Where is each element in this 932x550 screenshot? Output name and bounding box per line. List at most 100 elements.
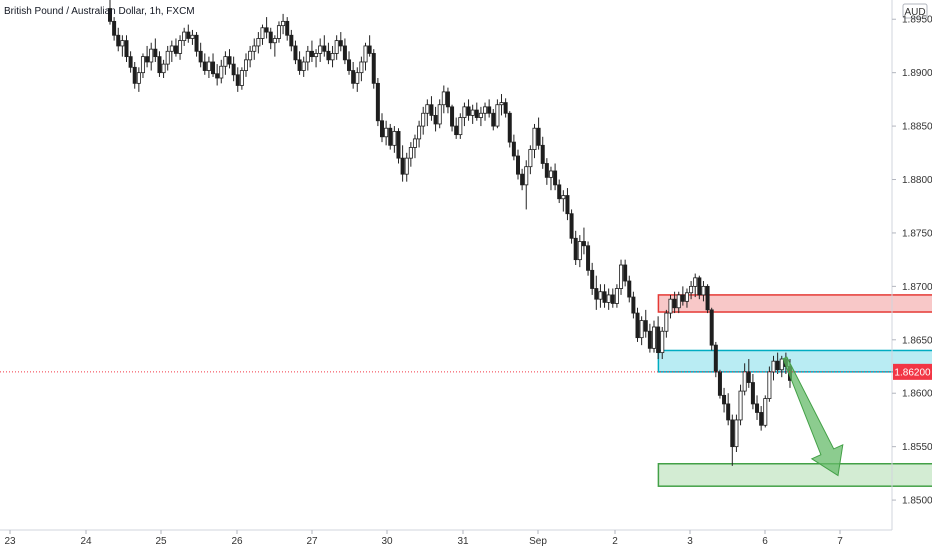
candle [412, 134, 417, 159]
x-tick-label: 24 [80, 536, 92, 547]
candle [219, 59, 224, 84]
candle [631, 291, 636, 319]
candle [120, 35, 125, 57]
candle [544, 158, 549, 185]
candle [590, 262, 595, 295]
candle-body [305, 50, 310, 63]
candle-body [198, 50, 203, 63]
candle-body [235, 74, 240, 86]
x-tick-label: 2 [612, 536, 618, 547]
candle-body [367, 45, 372, 54]
candle-body [635, 312, 640, 339]
candle-body [219, 65, 224, 79]
candle [487, 99, 492, 118]
candle [318, 38, 323, 62]
currency-badge[interactable]: AUD [902, 3, 928, 19]
candle [178, 35, 183, 60]
candle-body [693, 277, 698, 287]
candle-body [108, 8, 113, 22]
candle [689, 281, 694, 300]
candle [565, 188, 570, 221]
candle [672, 291, 677, 314]
candle [124, 35, 129, 62]
candle-body [577, 241, 582, 261]
candle [425, 99, 430, 127]
candle-body [779, 358, 784, 371]
candle [371, 49, 376, 89]
candle-body [297, 59, 302, 71]
candle [297, 51, 302, 75]
x-tick-label: 23 [4, 536, 16, 547]
candle [722, 387, 727, 413]
candle [676, 291, 681, 314]
candle [417, 120, 422, 148]
candle-body [153, 48, 158, 58]
candle [697, 275, 702, 300]
candle [285, 17, 290, 41]
candle [330, 45, 335, 68]
candle-body [359, 61, 364, 74]
candle [520, 168, 525, 191]
candle-body [396, 131, 401, 159]
candle [243, 53, 248, 77]
candle-body [441, 91, 446, 106]
candle [400, 145, 405, 182]
candle [108, 0, 113, 25]
candle [379, 113, 384, 143]
candle [429, 96, 434, 121]
candle-body [223, 56, 228, 67]
y-axis-ticks: 1.89500 1.89000 1.88500 1.88000 1.87500 1.870… [892, 15, 932, 507]
candle-body [161, 63, 166, 74]
candle [458, 113, 463, 139]
candle-body [586, 245, 591, 271]
candle-body [643, 320, 648, 332]
candle [421, 106, 426, 135]
candle-body [532, 127, 537, 150]
candle [775, 352, 780, 374]
candle-body [445, 91, 450, 108]
candle-body [544, 163, 549, 178]
candle [190, 29, 195, 45]
candle [256, 32, 261, 54]
candle-body [462, 106, 467, 118]
candle-body [326, 50, 331, 61]
candle [322, 35, 327, 57]
candle-body [351, 70, 356, 84]
candle-body [425, 104, 430, 114]
candle-body [672, 298, 677, 309]
x-axis-ticks: 23 24 25 26 27 30 31 Sep 2 3 6 7 [4, 530, 843, 547]
candle-body [536, 127, 541, 146]
candle [392, 126, 397, 153]
candle [252, 38, 257, 60]
candle-body [248, 50, 253, 61]
candle [639, 316, 644, 346]
candle [136, 67, 141, 92]
candle [454, 117, 459, 139]
candle-body [211, 61, 216, 75]
candle [462, 102, 467, 127]
candle [643, 309, 648, 338]
candle [660, 326, 665, 360]
candle-body [713, 344, 718, 373]
candle [202, 53, 207, 75]
candle [408, 142, 413, 167]
candle-body [112, 20, 117, 36]
candle [709, 307, 714, 351]
x-tick-label: 6 [762, 536, 768, 547]
candle-body [260, 27, 265, 39]
candle-body [268, 31, 273, 44]
candle-body [709, 309, 714, 346]
candle [355, 67, 360, 92]
candle-body [157, 56, 162, 74]
candle [231, 56, 236, 82]
currency-badge-label: AUD [904, 7, 925, 18]
candle-body [553, 170, 558, 186]
candle-body [660, 330, 665, 354]
candle-body [771, 360, 776, 373]
x-tick-label: Sep [529, 536, 547, 547]
candle [668, 294, 673, 319]
candle [771, 355, 776, 381]
candle [647, 323, 652, 353]
pivot-zone [657, 349, 932, 373]
